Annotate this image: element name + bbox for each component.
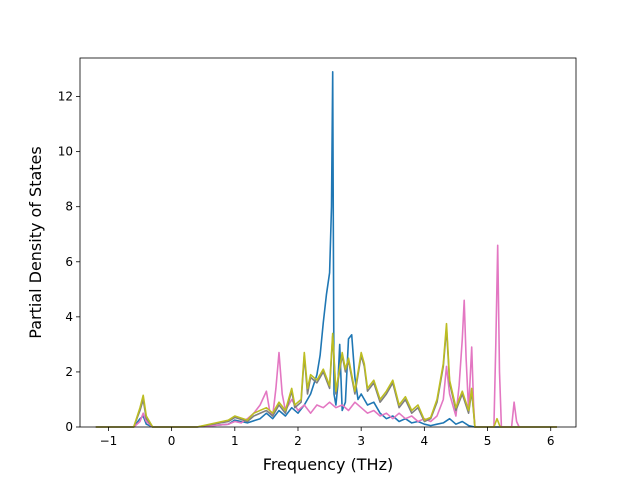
y-tick-label: 2 xyxy=(65,365,73,379)
y-tick-label: 4 xyxy=(65,310,73,324)
y-tick-label: 0 xyxy=(65,420,73,434)
x-tick-label: −1 xyxy=(100,434,118,448)
y-tick-label: 8 xyxy=(65,200,73,214)
x-tick-label: 1 xyxy=(231,434,239,448)
x-tick-label: 4 xyxy=(421,434,429,448)
series-line-4 xyxy=(95,322,557,428)
y-axis-ticks: 0 2 4 6 8 10 12 xyxy=(58,90,80,434)
y-tick-label: 6 xyxy=(65,255,73,269)
x-axis-ticks: −1 0 1 2 3 4 5 6 xyxy=(100,427,555,448)
y-tick-label: 10 xyxy=(58,145,73,159)
x-tick-label: 5 xyxy=(484,434,492,448)
y-tick-label: 12 xyxy=(58,90,73,104)
axes-frame xyxy=(79,57,577,428)
x-tick-label: 3 xyxy=(357,434,365,448)
x-tick-label: 6 xyxy=(547,434,555,448)
series-line-1 xyxy=(95,71,557,428)
series-layer xyxy=(95,71,557,428)
x-tick-label: 2 xyxy=(294,434,302,448)
y-axis-label: Partial Density of States xyxy=(26,146,45,338)
x-axis-label: Frequency (THz) xyxy=(263,455,393,474)
x-tick-label: 0 xyxy=(168,434,176,448)
